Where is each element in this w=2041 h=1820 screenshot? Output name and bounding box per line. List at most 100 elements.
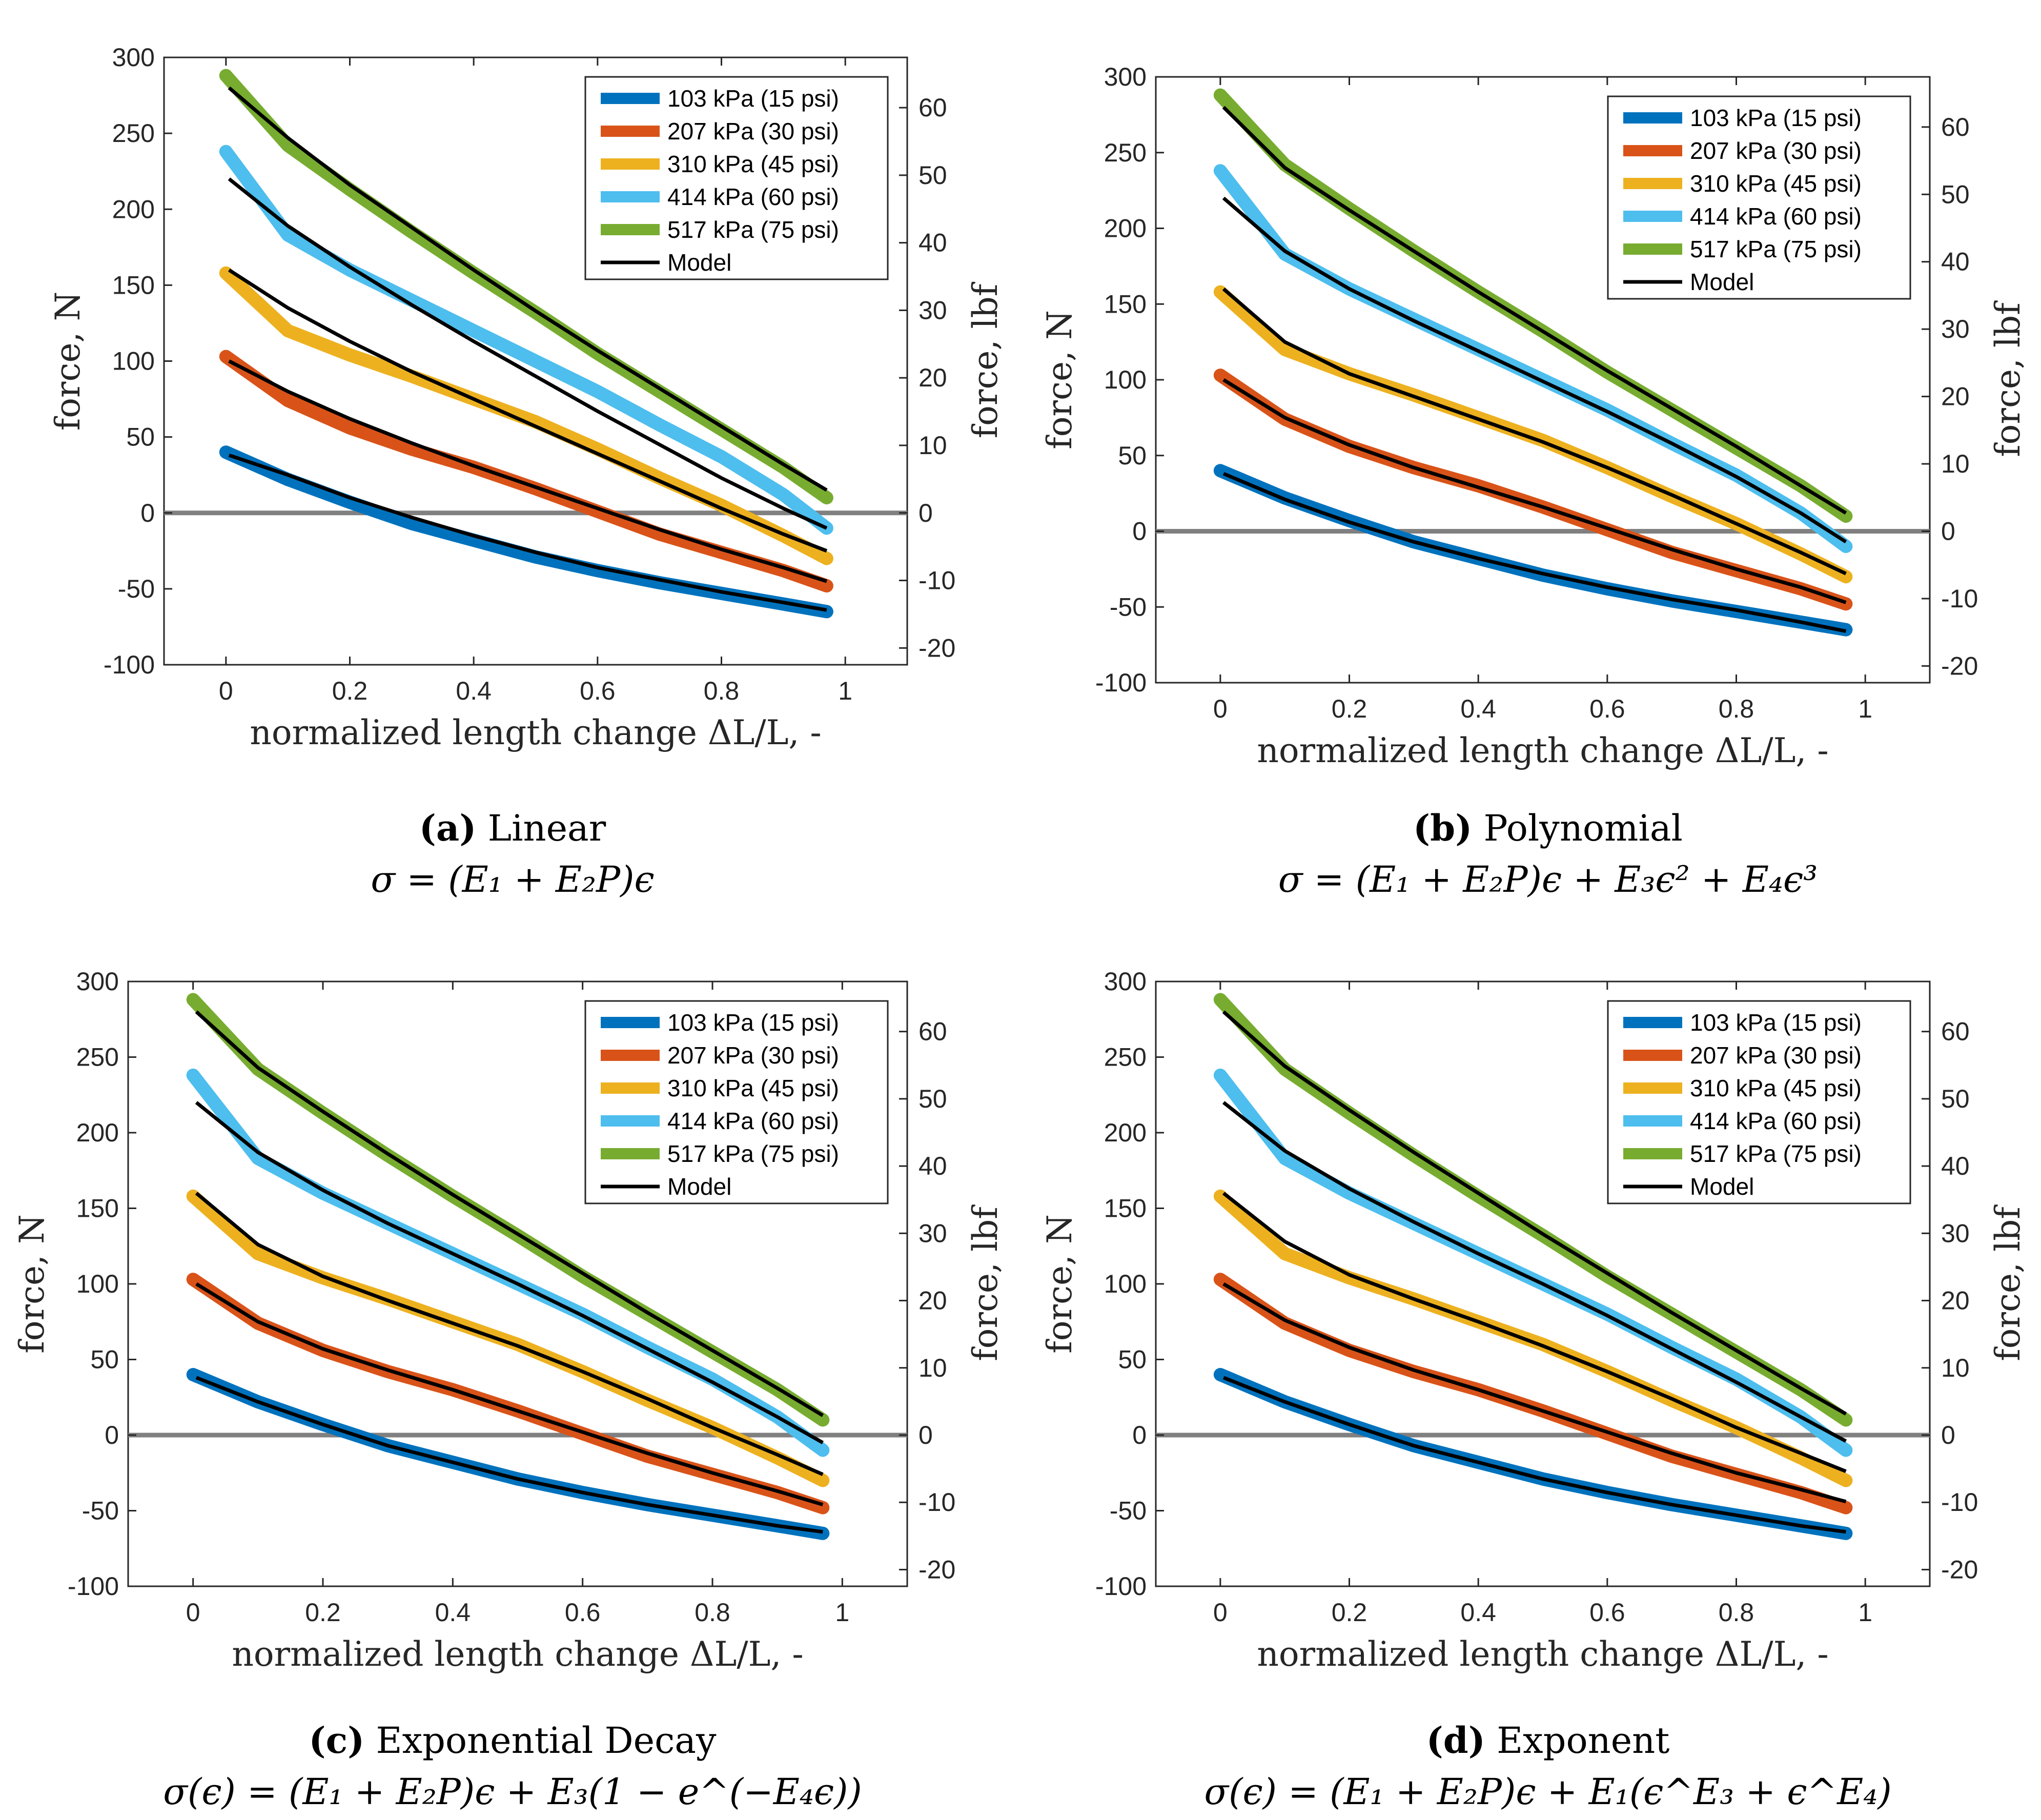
legend-box: [1607, 1000, 1911, 1204]
x-tick-label: 0: [1213, 1598, 1228, 1627]
caption-letter: (a): [419, 807, 477, 849]
legend-label-1: 103 kPa (15 psi): [1690, 105, 1862, 131]
x-tick-label: 0: [219, 677, 233, 705]
y-left-tick-label: 250: [76, 1043, 119, 1072]
x-tick-label: 0.2: [1332, 694, 1368, 723]
y-right-tick-label: 30: [919, 296, 947, 324]
legend: 103 kPa (15 psi) 207 kPa (30 psi) 310 kPa …: [1607, 1000, 1911, 1204]
x-tick-label: 0.2: [1332, 1598, 1368, 1627]
legend-label-2: 207 kPa (30 psi): [667, 118, 839, 145]
y-right-tick-label: 10: [919, 431, 947, 460]
y-right-tick-label: -10: [1941, 584, 1978, 613]
caption-letter: (c): [309, 1719, 364, 1762]
y-right-tick-label: -10: [919, 1488, 955, 1517]
x-tick-label: 0: [186, 1598, 200, 1627]
legend-label-2: 207 kPa (30 psi): [1690, 137, 1862, 164]
model-line-5: [1222, 1010, 1847, 1416]
caption-letter: (b): [1413, 807, 1472, 849]
legend-label-1: 103 kPa (15 psi): [1690, 1009, 1862, 1036]
y-right-axis-label: force, lbf: [966, 281, 1005, 438]
x-tick-label: 0.6: [580, 677, 616, 705]
y-right-axis-label: force, lbf: [1988, 300, 2028, 457]
legend-box: [1607, 95, 1911, 300]
x-tick-label: 0.8: [704, 677, 740, 705]
y-right-tick-label: -20: [1941, 1555, 1978, 1584]
y-right-tick-label: 0: [1941, 1421, 1955, 1449]
y-left-tick-label: -50: [82, 1497, 119, 1525]
model-line-1: [1222, 472, 1847, 633]
caption-equation: σ(ϵ) = (E₁ + E₂P)ϵ + E₁(ϵ^E₃ + ϵ^E₄): [1204, 1771, 1891, 1813]
x-tick-label: 0.4: [1460, 1598, 1496, 1627]
y-left-tick-label: -50: [1110, 1497, 1147, 1525]
legend-label-4: 414 kPa (60 psi): [667, 183, 839, 210]
model-line-5: [228, 86, 828, 492]
caption-equation: σ = (E₁ + E₂P)ϵ + E₃ϵ² + E₄ϵ³: [1278, 858, 1818, 901]
y-left-tick-label: 50: [90, 1345, 119, 1374]
caption-text: Polynomial: [1472, 807, 1683, 849]
y-left-tick-label: 150: [1104, 1194, 1147, 1223]
legend: 103 kPa (15 psi) 207 kPa (30 psi) 310 kPa …: [584, 76, 889, 280]
y-right-tick-label: 10: [1941, 449, 1970, 478]
model-line-2: [1222, 378, 1847, 604]
y-right-axis-label: force, lbf: [966, 1204, 1005, 1361]
legend-label-1: 103 kPa (15 psi): [667, 1009, 839, 1036]
legend-label-6: Model: [1690, 269, 1754, 295]
y-left-tick-label: -100: [68, 1572, 119, 1601]
legend-box: [584, 76, 889, 280]
y-right-tick-label: 0: [1941, 517, 1955, 546]
x-tick-label: 1: [835, 1598, 849, 1627]
model-line-1: [195, 1376, 823, 1534]
y-right-tick-label: 60: [1941, 1017, 1970, 1046]
y-right-tick-label: 50: [1941, 1085, 1970, 1113]
model-line-3: [1222, 288, 1847, 576]
legend-label-5: 517 kPa (75 psi): [667, 1140, 839, 1167]
x-tick-label: 0.6: [1589, 1598, 1625, 1627]
caption-equation: σ = (E₁ + E₂P)ϵ: [371, 858, 654, 901]
model-line-4: [1222, 1101, 1847, 1443]
y-left-axis-label: force, N: [48, 292, 88, 431]
y-right-tick-label: 20: [1941, 382, 1970, 411]
y-left-tick-label: 300: [112, 43, 155, 72]
caption-title: (a) Linear: [419, 807, 606, 849]
y-left-tick-label: 300: [76, 967, 119, 996]
y-right-tick-label: 30: [1941, 315, 1970, 343]
model-line-1: [228, 453, 827, 612]
y-left-tick-label: -50: [1110, 592, 1147, 621]
x-tick-label: 0.4: [435, 1598, 471, 1627]
chart-panel-c: 0 0.2 0.4 0.6 0.8 1-100-50050100150200250300-…: [12, 967, 1005, 1813]
y-right-tick-label: -20: [919, 633, 955, 662]
y-left-tick-label: -50: [118, 575, 155, 603]
y-right-tick-label: 60: [919, 1017, 947, 1046]
y-left-tick-label: 50: [1118, 441, 1147, 470]
x-axis-label: normalized length change ΔL/L, -: [250, 713, 821, 752]
y-left-tick-label: 0: [1132, 517, 1147, 546]
legend-label-5: 517 kPa (75 psi): [667, 216, 839, 243]
y-left-axis-label: force, N: [1040, 310, 1079, 449]
y-right-axis-label: force, lbf: [1988, 1204, 2028, 1361]
legend-label-4: 414 kPa (60 psi): [1690, 203, 1862, 230]
caption-equation: σ(ϵ) = (E₁ + E₂P)ϵ + E₃(1 − e^(−E₄ϵ)): [163, 1771, 862, 1813]
x-tick-label: 0.2: [332, 677, 368, 705]
y-right-tick-label: 40: [919, 229, 947, 257]
legend-label-2: 207 kPa (30 psi): [1690, 1042, 1862, 1069]
y-right-tick-label: 10: [919, 1354, 947, 1382]
data-series-4: [219, 145, 833, 535]
x-axis-label: normalized length change ΔL/L, -: [1257, 731, 1828, 770]
y-left-tick-label: 250: [112, 119, 155, 148]
y-left-axis-label: force, N: [12, 1214, 52, 1353]
model-line-5: [1222, 106, 1847, 515]
x-tick-label: 0: [1213, 694, 1228, 723]
y-right-tick-label: 40: [919, 1152, 947, 1180]
y-left-tick-label: 150: [76, 1194, 119, 1223]
y-right-tick-label: 20: [919, 363, 947, 392]
legend-label-4: 414 kPa (60 psi): [667, 1108, 839, 1134]
y-left-tick-label: 150: [112, 271, 155, 299]
y-left-tick-label: 250: [1104, 138, 1147, 167]
model-line-3: [195, 1192, 824, 1476]
y-right-tick-label: 40: [1941, 248, 1970, 276]
y-right-tick-label: 10: [1941, 1354, 1970, 1382]
legend-label-4: 414 kPa (60 psi): [1690, 1108, 1862, 1134]
y-right-tick-label: 40: [1941, 1152, 1970, 1180]
y-left-tick-label: 100: [112, 347, 155, 376]
